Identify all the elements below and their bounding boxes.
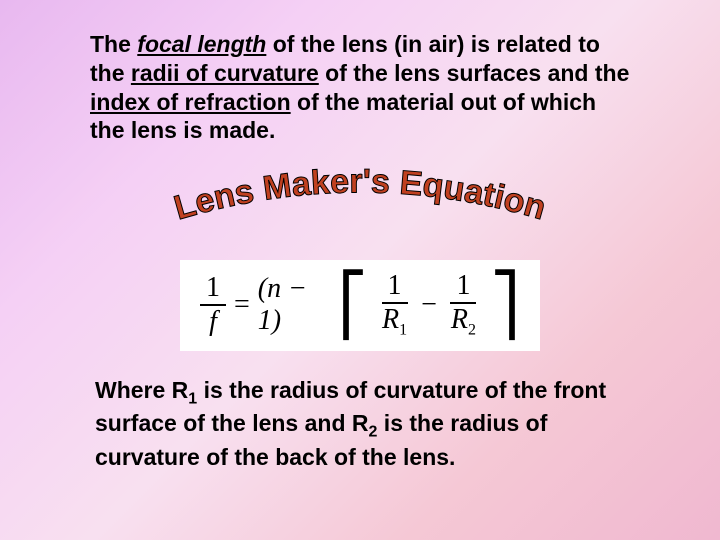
intro-t3: of the lens surfaces and the [319, 60, 630, 86]
equals-sign: = [234, 289, 250, 321]
intro-index: index of refraction [90, 89, 291, 115]
bracket-group: ⎡ 1 R1 − 1 R2 ⎤ [338, 272, 520, 339]
intro-t1: The [90, 31, 137, 57]
frac-1-over-r2: 1 R2 [445, 272, 482, 339]
minus-sign: − [421, 289, 437, 321]
wordart-text: Lens Maker's Equation [170, 165, 550, 227]
outro-p1: Where R [95, 377, 188, 403]
outro-paragraph: Where R1 is the radius of curvature of t… [90, 376, 630, 472]
n-minus-1: (n − 1) [258, 273, 330, 337]
left-bracket: ⎡ [338, 281, 368, 329]
den-f: f [203, 306, 223, 336]
r2-den: R2 [445, 304, 482, 339]
outro-s1: 1 [188, 390, 197, 407]
r2-num: 1 [450, 272, 476, 304]
frac-1-over-r1: 1 R1 [376, 272, 413, 339]
intro-paragraph: The focal length of the lens (in air) is… [90, 30, 630, 145]
intro-radii: radii of curvature [131, 60, 319, 86]
lensmaker-equation: 1 f = (n − 1) ⎡ 1 R1 − 1 R2 ⎤ [200, 272, 520, 339]
wordart-title: Lens Maker's Equation [90, 165, 630, 245]
equation-box: 1 f = (n − 1) ⎡ 1 R1 − 1 R2 ⎤ [180, 260, 540, 351]
right-bracket: ⎤ [490, 281, 520, 329]
r1-den: R1 [376, 304, 413, 339]
num-1: 1 [200, 274, 226, 306]
intro-focal: focal length [137, 31, 266, 57]
r1-num: 1 [382, 272, 408, 304]
frac-1-over-f: 1 f [200, 274, 226, 336]
